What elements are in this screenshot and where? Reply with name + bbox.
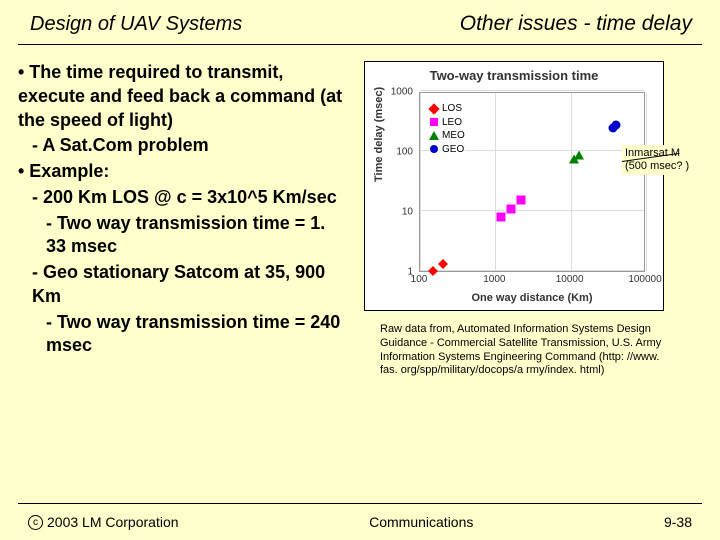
footer-copyright: 2003 LM Corporation [47, 514, 179, 530]
chart-title: Two-way transmission time [365, 68, 663, 83]
figure-column: Two-way transmission time Time delay (ms… [358, 61, 710, 378]
y-tick: 1000 [383, 87, 413, 98]
bullet-item: • The time required to transmit, execute… [18, 61, 350, 132]
bullet-item: • Example: [18, 160, 350, 184]
x-tick: 1000 [483, 274, 505, 285]
data-point [428, 266, 438, 276]
data-point [438, 259, 448, 269]
header-right: Other issues - time delay [460, 12, 692, 36]
legend-item: LEO [429, 116, 465, 130]
bullet-list: • The time required to transmit, execute… [18, 61, 350, 358]
bullet-item: - Two way transmission time = 1. 33 msec [18, 212, 350, 260]
y-tick: 100 [383, 147, 413, 158]
x-tick: 100 [411, 274, 428, 285]
x-tick: 100000 [628, 274, 661, 285]
y-tick: 10 [383, 207, 413, 218]
data-point [517, 196, 526, 205]
chart-ylabel: Time delay (msec) [373, 87, 385, 182]
data-point [612, 121, 621, 130]
footer-left: c 2003 LM Corporation [28, 514, 179, 530]
legend-item: GEO [429, 143, 465, 157]
footer-center: Communications [369, 514, 473, 530]
chart-box: Two-way transmission time Time delay (ms… [364, 61, 664, 311]
y-tick: 1 [383, 267, 413, 278]
copyright-icon: c [28, 515, 43, 530]
callout-line2: (500 msec? ) [625, 160, 709, 173]
legend-item: LOS [429, 102, 465, 116]
bullet-item: - Two way transmission time = 240 msec [18, 311, 350, 359]
header-left: Design of UAV Systems [30, 13, 242, 36]
data-point [497, 212, 506, 221]
citation-text: Raw data from, Automated Information Sys… [380, 323, 670, 378]
divider-bottom [18, 503, 702, 504]
chart-xlabel: One way distance (Km) [419, 292, 645, 304]
bullet-item: - 200 Km LOS @ c = 3x10^5 Km/sec [18, 186, 350, 210]
bullet-item: - A Sat.Com problem [18, 134, 350, 158]
x-tick: 10000 [556, 274, 584, 285]
legend-item: MEO [429, 129, 465, 143]
bullet-item: - Geo stationary Satcom at 35, 900 Km [18, 261, 350, 309]
slide-header: Design of UAV Systems Other issues - tim… [0, 0, 720, 42]
data-point [574, 150, 584, 159]
callout-box: Inmarsat M (500 msec? ) [622, 145, 712, 175]
footer-right: 9-38 [664, 514, 692, 530]
data-point [506, 204, 515, 213]
bullet-column: • The time required to transmit, execute… [18, 61, 358, 378]
slide-footer: c 2003 LM Corporation Communications 9-3… [0, 514, 720, 530]
chart-legend: LOSLEOMEOGEO [429, 102, 465, 156]
content-area: • The time required to transmit, execute… [0, 45, 720, 378]
